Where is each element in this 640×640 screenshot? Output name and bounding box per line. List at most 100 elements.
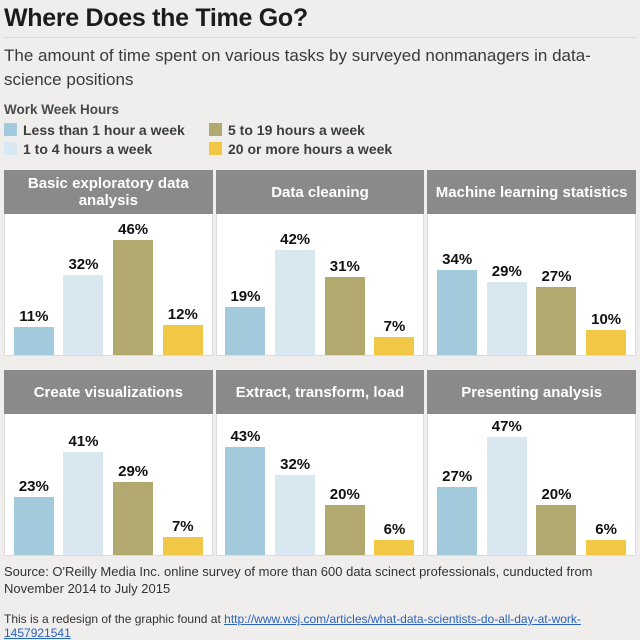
panel-title: Basic exploratory data analysis — [4, 170, 213, 215]
bar-value-label: 6% — [595, 521, 617, 539]
bar-value-label: 29% — [118, 463, 149, 481]
bar — [225, 307, 266, 356]
bar — [536, 505, 577, 556]
panel-title: Data cleaning — [215, 170, 425, 215]
panel-title: Machine learning statistics — [427, 170, 636, 215]
legend-swatch — [209, 123, 222, 137]
bar-group: 20% — [536, 486, 577, 556]
source-note: Source: O'Reilly Media Inc. online surve… — [4, 564, 593, 597]
chart-panel: Presenting analysis 27% 47% 20% 6% — [427, 370, 636, 557]
bar-group: 46% — [113, 221, 154, 356]
bar-value-label: 29% — [491, 263, 522, 281]
bar — [437, 270, 478, 356]
bar-group: 6% — [374, 521, 415, 556]
bar-group: 20% — [324, 486, 365, 556]
panel-plot: 11% 32% 46% 12% — [4, 214, 213, 357]
bar-value-label: 27% — [541, 268, 572, 286]
bar — [275, 475, 316, 556]
bar-value-label: 42% — [280, 231, 311, 249]
bar-value-label: 11% — [19, 308, 49, 326]
bar-value-label: 6% — [383, 521, 406, 539]
redesign-note: This is a redesign of the graphic found … — [4, 612, 636, 640]
bar-group: 27% — [437, 468, 478, 556]
bar — [63, 275, 104, 356]
bar-group: 31% — [324, 258, 365, 356]
bar-value-label: 47% — [491, 418, 522, 436]
wsj-article-link[interactable]: http://www.wsj.com/articles/what-data-sc… — [4, 612, 581, 640]
bar — [162, 325, 203, 356]
bar — [324, 505, 365, 556]
bar — [275, 250, 316, 356]
bar-value-label: 32% — [68, 256, 99, 274]
panel-plot: 27% 47% 20% 6% — [427, 414, 636, 557]
footer: Source: O'Reilly Media Inc. online surve… — [4, 564, 636, 640]
legend-label: 5 to 19 hours a week — [228, 121, 365, 138]
legend-label: Less than 1 hour a week — [23, 121, 185, 138]
bar-group: 12% — [162, 306, 203, 356]
chart-panel: Create visualizations 23% 41% 29% 7% — [4, 370, 213, 557]
bar-value-label: 12% — [167, 306, 198, 324]
bar — [225, 447, 266, 556]
bar — [13, 497, 54, 556]
bar-group: 6% — [586, 521, 627, 556]
bar-value-label: 23% — [18, 478, 49, 496]
panel-plot: 34% 29% 27% 10% — [427, 214, 636, 357]
bar — [63, 452, 104, 556]
chart-panel: Data cleaning 19% 42% 31% 7% — [215, 170, 425, 357]
legend-swatch — [4, 123, 17, 137]
bar-group: 34% — [437, 251, 478, 356]
bar-value-label: 46% — [118, 221, 149, 239]
bar-group: 7% — [374, 318, 415, 356]
legend-swatch — [4, 142, 17, 156]
bar-value-label: 7% — [171, 518, 194, 536]
bar-value-label: 20% — [329, 486, 360, 504]
bar-value-label: 32% — [280, 456, 311, 474]
bar — [113, 240, 154, 356]
bar — [536, 287, 577, 356]
legend-item: 5 to 19 hours a week — [209, 122, 636, 138]
bar-group: 42% — [275, 231, 316, 356]
bar-group: 43% — [225, 428, 266, 556]
bar-value-label: 27% — [442, 468, 473, 486]
page-title: Where Does the Time Go? — [4, 4, 308, 32]
panel-plot: 23% 41% 29% 7% — [4, 414, 213, 557]
bar-value-label: 41% — [68, 433, 99, 451]
legend-items: Less than 1 hour a week 1 to 4 hours a we… — [4, 120, 636, 158]
small-multiples-grid: Basic exploratory data analysis 11% 32% 46%… — [4, 170, 636, 557]
bar-group: 32% — [63, 256, 104, 356]
bar — [324, 277, 365, 356]
legend-heading: Work Week Hours — [4, 102, 120, 118]
bar-group: 29% — [113, 463, 154, 556]
legend-swatch — [209, 142, 222, 156]
bar-group: 32% — [275, 456, 316, 556]
bar — [486, 282, 527, 356]
bar-group: 7% — [162, 518, 203, 556]
bar-value-label: 34% — [442, 251, 473, 269]
legend-label: 20 or more hours a week — [228, 140, 393, 157]
bar-value-label: 31% — [329, 258, 360, 276]
bar — [374, 540, 415, 556]
panel-title: Presenting analysis — [427, 370, 636, 415]
legend-item: 1 to 4 hours a week — [4, 141, 209, 157]
panel-plot: 19% 42% 31% 7% — [215, 214, 425, 357]
bar-group: 19% — [225, 288, 266, 356]
legend-label: 1 to 4 hours a week — [23, 140, 153, 157]
bar-value-label: 19% — [230, 288, 261, 306]
bar — [437, 487, 478, 556]
bar-group: 27% — [536, 268, 577, 356]
bar-value-label: 10% — [591, 311, 622, 329]
bar — [586, 540, 627, 556]
chart-panel: Basic exploratory data analysis 11% 32% 46%… — [4, 170, 213, 357]
panel-title: Create visualizations — [4, 370, 213, 415]
chart-panel: Machine learning statistics 34% 29% 27% 10% — [427, 170, 636, 357]
legend: Work Week Hours Less than 1 hour a week 1… — [4, 102, 636, 158]
bar — [13, 327, 54, 356]
bar-group: 10% — [586, 311, 627, 356]
subtitle: The amount of time spent on various task… — [4, 46, 591, 90]
bar-group: 11% — [13, 308, 54, 356]
chart-panel: Extract, transform, load 43% 32% 20% 6% — [215, 370, 425, 557]
bar-group: 23% — [13, 478, 54, 556]
panel-plot: 43% 32% 20% 6% — [215, 414, 425, 557]
bar-group: 41% — [63, 433, 104, 556]
bar-value-label: 20% — [541, 486, 572, 504]
